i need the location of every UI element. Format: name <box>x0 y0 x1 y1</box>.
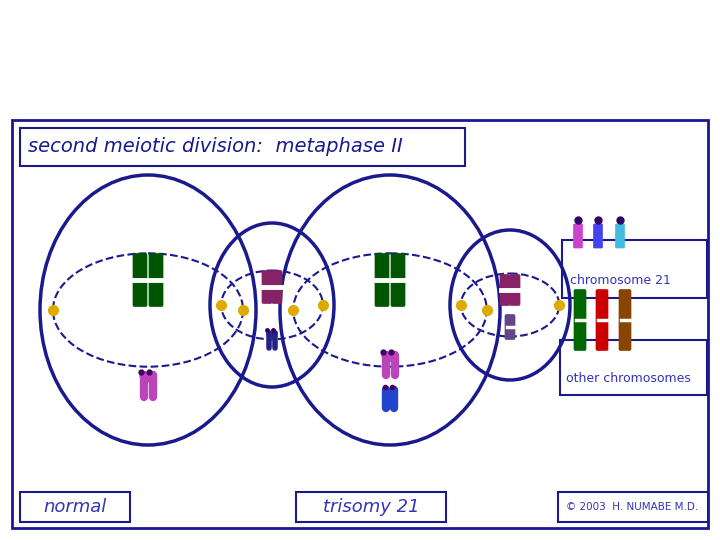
Bar <box>296 492 446 522</box>
FancyBboxPatch shape <box>593 224 603 248</box>
FancyBboxPatch shape <box>510 274 520 306</box>
Text: other chromosomes: other chromosomes <box>566 372 691 384</box>
Bar <box>20 492 130 522</box>
FancyBboxPatch shape <box>375 253 389 307</box>
Bar <box>562 240 707 298</box>
FancyBboxPatch shape <box>574 224 582 248</box>
FancyBboxPatch shape <box>272 271 282 303</box>
Text: © 2003  H. NUMABE M.D.: © 2003 H. NUMABE M.D. <box>566 502 698 512</box>
FancyBboxPatch shape <box>596 289 608 350</box>
FancyBboxPatch shape <box>262 271 272 303</box>
Bar <box>560 340 707 395</box>
FancyBboxPatch shape <box>505 314 515 340</box>
Bar <box>20 128 465 166</box>
Text: normal: normal <box>43 498 107 516</box>
Text: second meiotic division:  metaphase II: second meiotic division: metaphase II <box>28 138 402 157</box>
FancyBboxPatch shape <box>500 274 510 306</box>
FancyBboxPatch shape <box>616 224 624 248</box>
Bar <box>12 120 708 528</box>
Bar <box>558 492 708 522</box>
FancyBboxPatch shape <box>133 253 147 307</box>
Text: chromosome 21: chromosome 21 <box>570 273 671 287</box>
FancyBboxPatch shape <box>619 289 631 350</box>
FancyBboxPatch shape <box>149 253 163 307</box>
Text: trisomy 21: trisomy 21 <box>323 498 419 516</box>
FancyBboxPatch shape <box>574 289 586 350</box>
FancyBboxPatch shape <box>391 253 405 307</box>
